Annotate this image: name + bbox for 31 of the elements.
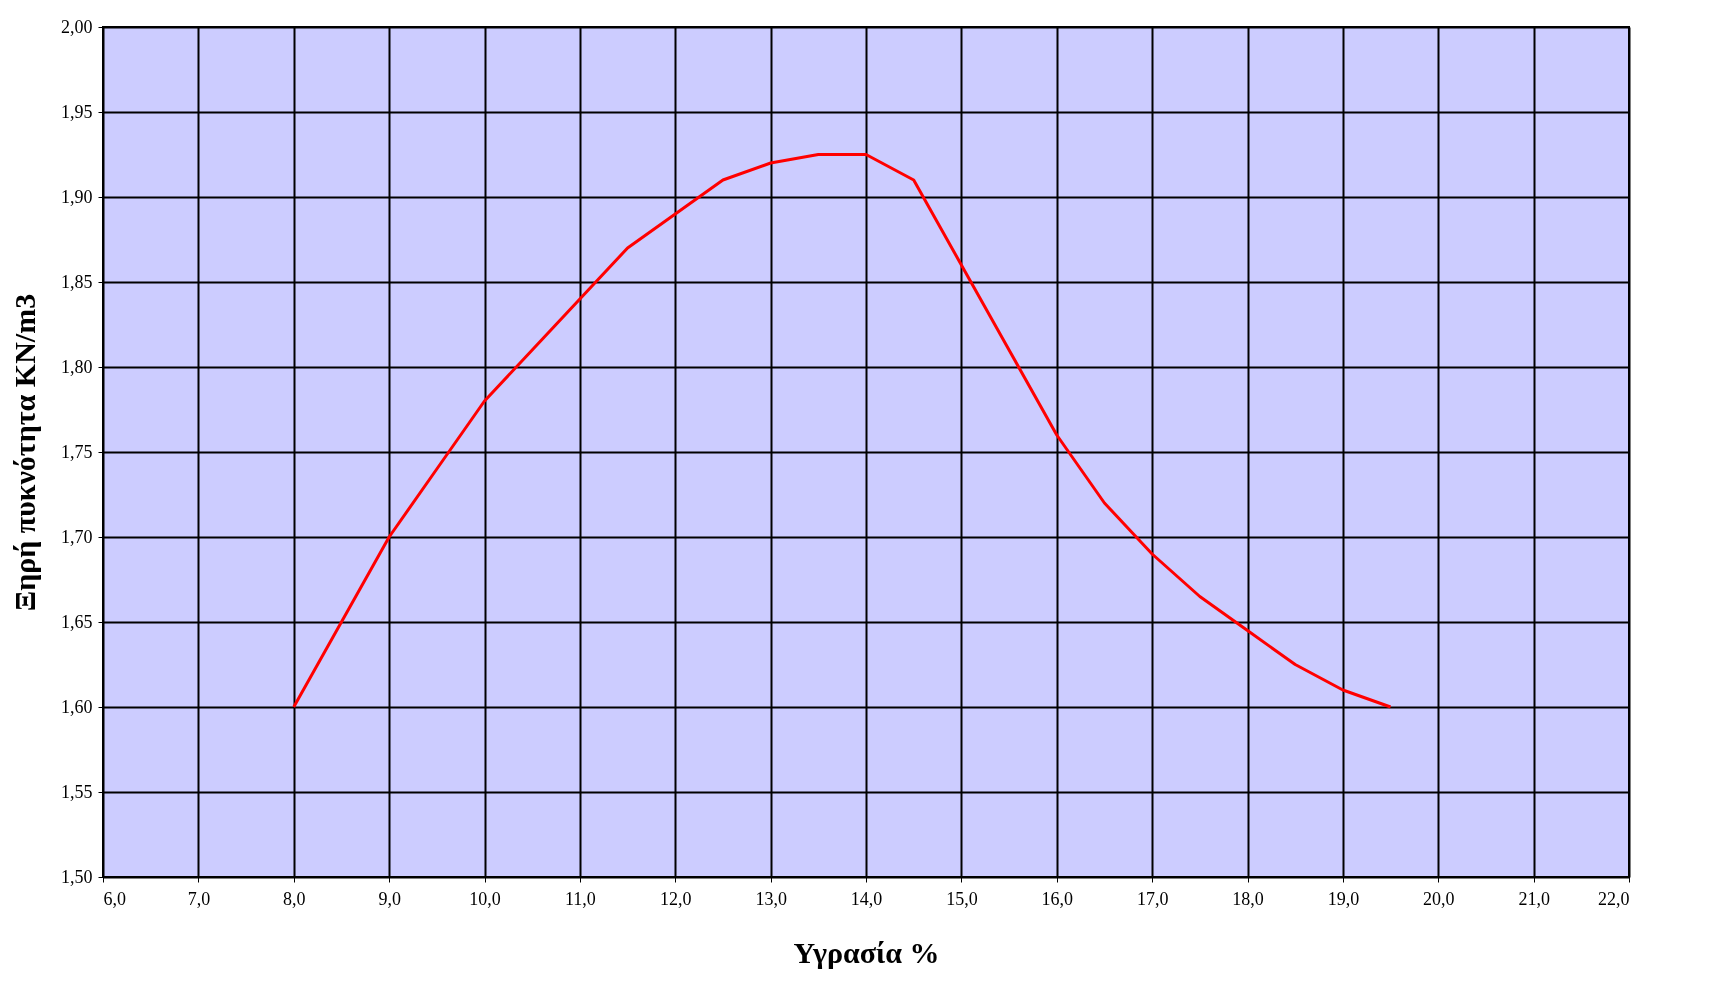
x-tick-label: 8,0 <box>283 888 306 909</box>
x-tick-label: 20,0 <box>1423 888 1455 909</box>
x-tick-label: 7,0 <box>187 888 211 909</box>
x-tick-label: 12,0 <box>660 888 692 909</box>
x-tick-label: 19,0 <box>1327 888 1360 909</box>
y-tick-label: 1,85 <box>61 271 93 292</box>
x-tick-label: 21,0 <box>1518 888 1550 909</box>
x-tick-label: 9,0 <box>378 888 401 909</box>
x-tick-label: 11,0 <box>564 888 596 909</box>
x-tick-label: 10,0 <box>469 888 501 909</box>
y-tick-label: 1,80 <box>61 356 93 377</box>
x-tick-label: 16,0 <box>1041 888 1073 909</box>
y-axis-title: Ξηρή πυκνότητα KN/m3 <box>8 293 41 612</box>
y-tick-label: 2,00 <box>61 16 93 37</box>
x-tick-label: 15,0 <box>946 888 978 909</box>
y-tick-label: 1,50 <box>61 866 93 887</box>
x-axis-title: Υγρασία % <box>793 935 940 969</box>
x-tick-label: 14,0 <box>850 888 883 909</box>
x-tick-label: 17,0 <box>1136 888 1169 909</box>
y-tick-label: 1,65 <box>61 611 93 632</box>
x-tick-label: 13,0 <box>755 888 787 909</box>
y-tick-label: 1,75 <box>61 441 93 462</box>
x-tick-label: 6,0 <box>103 888 126 909</box>
x-tick-label: 18,0 <box>1232 888 1264 909</box>
y-tick-label: 1,70 <box>61 526 93 547</box>
y-tick-label: 1,60 <box>61 696 93 717</box>
y-tick-label: 1,95 <box>61 101 93 122</box>
line-series <box>292 153 1393 709</box>
y-tick-label: 1,55 <box>61 781 93 802</box>
y-tick-label: 1,90 <box>61 186 93 207</box>
x-tick-label: 22,0 <box>1598 888 1630 909</box>
